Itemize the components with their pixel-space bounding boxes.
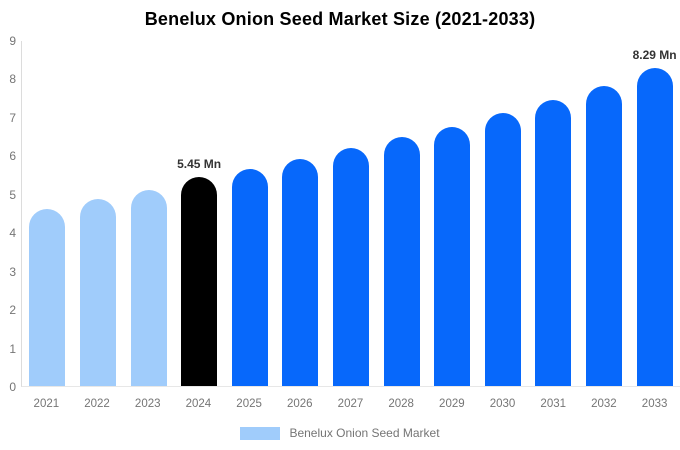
bar-2032[interactable] — [586, 85, 622, 386]
y-axis-tick: 3 — [9, 264, 16, 279]
y-axis: 0 1 2 3 4 5 6 7 8 9 — [0, 35, 16, 393]
bar-2026[interactable] — [282, 159, 319, 386]
y-axis-tick: 5 — [9, 187, 16, 202]
bar-slot — [376, 41, 427, 386]
y-axis-tick: 8 — [9, 72, 16, 87]
bar-2025[interactable] — [231, 169, 268, 386]
y-axis-tick: 9 — [9, 34, 16, 48]
bar-2028[interactable] — [383, 136, 420, 386]
x-axis-label: 2032 — [591, 398, 617, 410]
bar-slot — [22, 41, 73, 386]
x-axis-label: 2033 — [641, 398, 668, 410]
bar-2023[interactable] — [130, 190, 167, 386]
x-axis-label: 2030 — [489, 398, 516, 410]
chart-title: Benelux Onion Seed Market Size (2021-203… — [144, 9, 536, 29]
x-axis: 2021 2022 2023 2024 2025 2026 2027 2028 2029 2030… — [21, 398, 680, 410]
x-axis-label: 2024 — [185, 398, 212, 410]
legend-swatch-icon — [240, 426, 281, 440]
bar-slot — [326, 41, 377, 386]
bar-2021[interactable] — [29, 208, 66, 386]
bar-2029[interactable] — [434, 126, 471, 386]
y-axis-tick: 1 — [9, 341, 16, 356]
y-axis-tick: 6 — [9, 149, 16, 164]
y-axis-tick: 0 — [9, 380, 16, 394]
x-axis-label: 2027 — [337, 398, 364, 410]
y-axis-tick: 4 — [9, 226, 16, 241]
bar-slot — [477, 41, 528, 386]
bar-2027[interactable] — [332, 148, 369, 386]
bar-slot: 5.45 Mn — [174, 41, 225, 386]
y-axis-tick: 2 — [9, 303, 16, 318]
x-axis-label: 2028 — [388, 398, 414, 410]
bar-slot: 8.29 Mn — [629, 41, 680, 386]
bar-slot — [579, 41, 630, 386]
bar-slot — [224, 41, 275, 386]
bar-slot — [73, 41, 124, 386]
bar-2031[interactable] — [535, 100, 572, 386]
x-axis-label: 2021 — [33, 398, 60, 410]
x-axis-label: 2023 — [134, 398, 161, 410]
bar-slot — [427, 41, 478, 386]
bar-value-label: 8.29 Mn — [632, 48, 677, 63]
legend[interactable]: Benelux Onion Seed Market — [0, 426, 680, 440]
bar-2033[interactable] — [636, 68, 673, 386]
legend-label: Benelux Onion Seed Market — [289, 426, 440, 440]
x-axis-label: 2022 — [84, 398, 110, 410]
bar-slot — [528, 41, 579, 386]
plot-area: 5.45 Mn 8.29 Mn — [21, 41, 680, 387]
bar-value-label: 5.45 Mn — [177, 157, 222, 172]
x-axis-label: 2029 — [439, 398, 465, 410]
bar-2024[interactable] — [181, 177, 218, 386]
x-axis-label: 2031 — [540, 398, 567, 410]
x-axis-label: 2025 — [236, 398, 262, 410]
bar-slot — [123, 41, 174, 386]
y-axis-tick: 7 — [9, 110, 16, 125]
bar-2022[interactable] — [79, 198, 116, 386]
x-axis-label: 2026 — [286, 398, 313, 410]
bar-2030[interactable] — [484, 113, 521, 386]
bar-slot — [275, 41, 326, 386]
